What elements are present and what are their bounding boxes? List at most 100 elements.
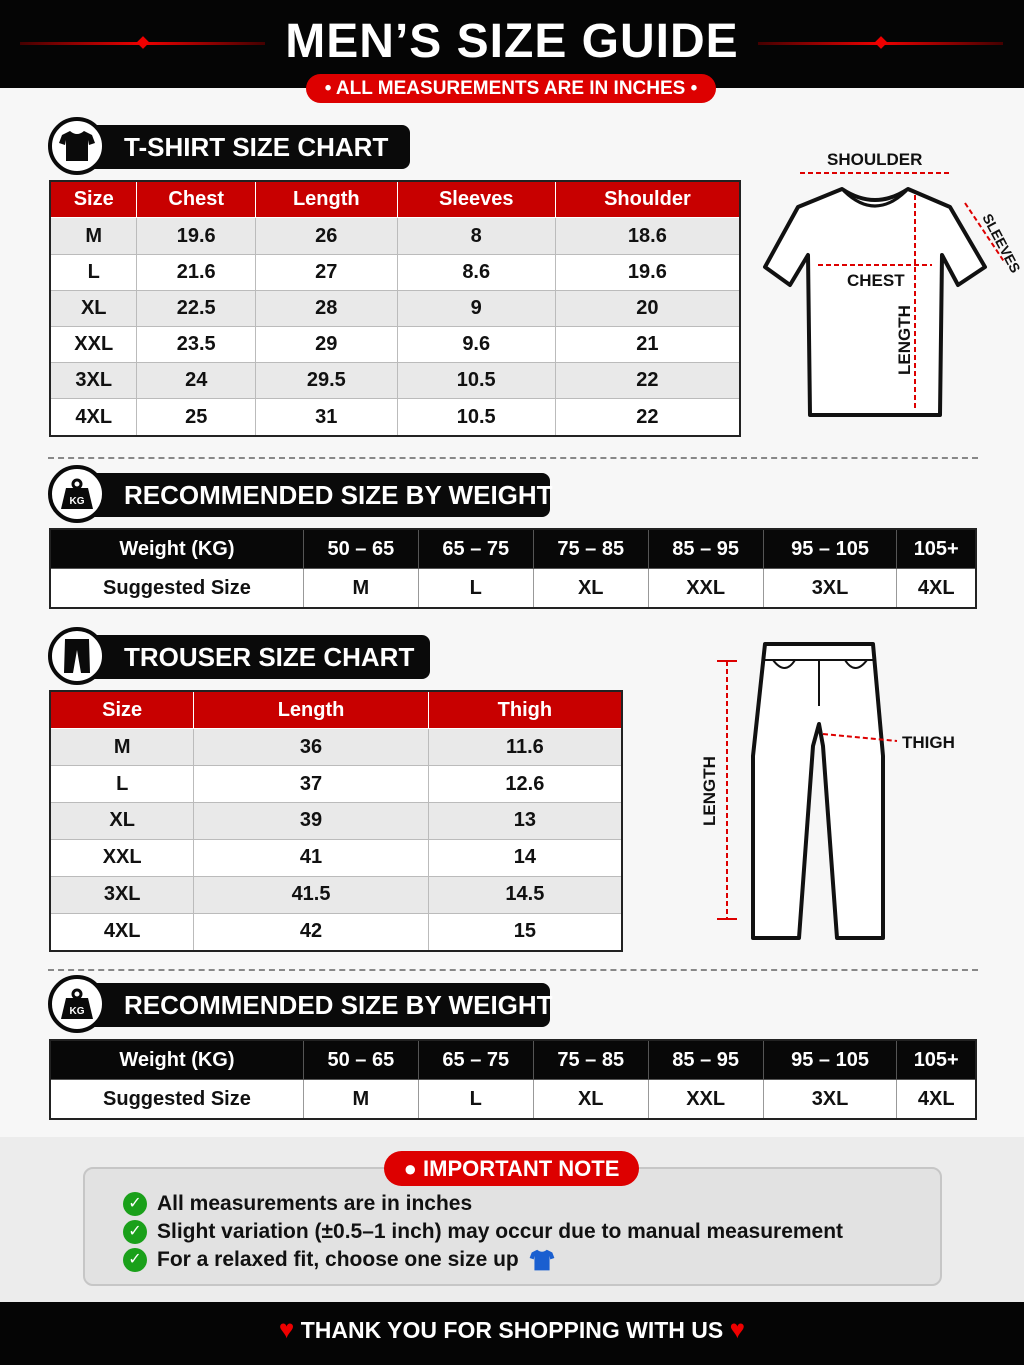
- table-row: 3XL 41.5 14.5: [49, 875, 623, 914]
- table-cell: 29.5: [254, 362, 398, 400]
- table-cell: 95 – 105: [762, 528, 898, 569]
- table-cell: 41: [193, 838, 429, 877]
- table-cell: 4XL: [49, 398, 138, 437]
- table-cell: M: [49, 728, 195, 767]
- column-header: Shoulder: [554, 180, 741, 219]
- section-title: RECOMMENDED SIZE BY WEIGHT: [88, 983, 553, 1027]
- table-cell: 41.5: [193, 875, 429, 914]
- trouser-length-label: LENGTH: [700, 756, 719, 826]
- pin-icon: ●: [403, 1156, 424, 1181]
- table-row: XL 39 13: [49, 802, 623, 840]
- table-cell: 65 – 75: [417, 528, 534, 569]
- table-cell: 21: [554, 326, 741, 364]
- table-cell: XXL: [49, 838, 195, 877]
- table-cell: 10.5: [396, 398, 556, 437]
- svg-text:KG: KG: [70, 496, 85, 507]
- table-row: XXL 23.5 29 9.6 21: [49, 326, 741, 364]
- weight-size-table: Weight (KG) 50 – 65 65 – 75 75 – 85 85 – 95 9…: [49, 528, 977, 609]
- column-header: Length: [193, 690, 429, 730]
- table-cell: L: [49, 253, 138, 291]
- table-cell: Suggested Size: [49, 1079, 304, 1120]
- table-cell: 19.6: [136, 217, 256, 255]
- subtitle-badge: • ALL MEASUREMENTS ARE IN INCHES •: [306, 74, 716, 103]
- shoulder-label: SHOULDER: [827, 150, 922, 169]
- table-cell: 22.5: [136, 289, 256, 328]
- table-cell: 50 – 65: [302, 528, 419, 569]
- table-cell: 14: [427, 838, 623, 877]
- trousers-diagram: LENGTH THIGH: [700, 642, 955, 940]
- footer-text: THANK YOU FOR SHOPPING WITH US: [300, 1317, 724, 1343]
- table-row: Suggested Size M L XL XXL 3XL 4XL: [49, 568, 977, 609]
- check-icon: ✓: [123, 1192, 147, 1216]
- table-cell: 4XL: [896, 568, 977, 609]
- table-row: M 36 11.6: [49, 728, 623, 767]
- table-cell: M: [302, 568, 419, 609]
- table-cell: 26: [254, 217, 398, 255]
- table-row: 4XL 25 31 10.5 22: [49, 398, 741, 437]
- column-header: Size: [49, 180, 138, 219]
- divider: [48, 969, 978, 971]
- table-cell: 23.5: [136, 326, 256, 364]
- table-row: Weight (KG) 50 – 65 65 – 75 75 – 85 85 – 95 9…: [49, 1039, 977, 1080]
- column-header: Thigh: [427, 690, 623, 730]
- table-cell: 25: [136, 398, 256, 437]
- heart-icon: ♥: [278, 1314, 295, 1344]
- table-row: 4XL 42 15: [49, 912, 623, 952]
- note-item: ✓ For a relaxed fit, choose one size up: [123, 1248, 555, 1272]
- table-row: Suggested Size M L XL XXL 3XL 4XL: [49, 1079, 977, 1120]
- table-cell: Suggested Size: [49, 568, 304, 609]
- table-cell: 3XL: [49, 362, 138, 400]
- table-cell: 50 – 65: [302, 1039, 419, 1080]
- table-row: Weight (KG) 50 – 65 65 – 75 75 – 85 85 – 95 9…: [49, 528, 977, 569]
- table-cell: 8.6: [396, 253, 556, 291]
- table-cell: 9.6: [396, 326, 556, 364]
- table-cell: XL: [49, 289, 138, 328]
- table-cell: 21.6: [136, 253, 256, 291]
- table-cell: 29: [254, 326, 398, 364]
- table-cell: 95 – 105: [762, 1039, 898, 1080]
- note-item: ✓ All measurements are in inches: [123, 1192, 472, 1216]
- table-cell: XXL: [647, 1079, 764, 1120]
- weight-section-heading: KG RECOMMENDED SIZE BY WEIGHT: [48, 465, 553, 523]
- svg-text:KG: KG: [70, 1006, 85, 1017]
- table-cell: 10.5: [396, 362, 556, 400]
- table-cell: 85 – 95: [647, 528, 764, 569]
- table-cell: 3XL: [762, 1079, 898, 1120]
- table-cell: Weight (KG): [49, 1039, 304, 1080]
- column-header: Size: [49, 690, 195, 730]
- table-cell: 24: [136, 362, 256, 400]
- table-cell: XL: [532, 568, 649, 609]
- table-cell: 18.6: [554, 217, 741, 255]
- table-cell: 13: [427, 802, 623, 840]
- table-cell: 37: [193, 765, 429, 804]
- table-cell: 3XL: [49, 875, 195, 914]
- table-cell: 75 – 85: [532, 528, 649, 569]
- column-header: Length: [254, 180, 398, 219]
- table-cell: M: [302, 1079, 419, 1120]
- important-note-badge: ● IMPORTANT NOTE: [384, 1151, 639, 1186]
- table-row: L 21.6 27 8.6 19.6: [49, 253, 741, 291]
- table-cell: 4XL: [49, 912, 195, 952]
- table-cell: L: [49, 765, 195, 804]
- trouser-size-table: Size Length Thigh M 36 11.6 L 37 12.6 XL 39 13 XXL 41…: [49, 690, 623, 952]
- section-title: T-SHIRT SIZE CHART: [88, 125, 410, 169]
- table-cell: 20: [554, 289, 741, 328]
- table-cell: XL: [49, 802, 195, 840]
- heart-icon: ♥: [729, 1314, 746, 1344]
- column-header: Sleeves: [396, 180, 556, 219]
- table-cell: XXL: [647, 568, 764, 609]
- table-cell: L: [417, 568, 534, 609]
- section-title: RECOMMENDED SIZE BY WEIGHT: [88, 473, 553, 517]
- table-cell: 22: [554, 398, 741, 437]
- trouser-section-heading: TROUSER SIZE CHART: [48, 627, 430, 685]
- kg-weight-icon: KG: [48, 465, 106, 523]
- page-title: MEN’S SIZE GUIDE: [285, 15, 739, 68]
- weight-size-table: Weight (KG) 50 – 65 65 – 75 75 – 85 85 – 95 9…: [49, 1039, 977, 1120]
- table-row: L 37 12.6: [49, 765, 623, 804]
- table-header-row: Size Chest Length Sleeves Shoulder: [49, 180, 741, 219]
- table-cell: 27: [254, 253, 398, 291]
- divider: [48, 457, 978, 459]
- note-item: ✓ Slight variation (±0.5–1 inch) may occu…: [123, 1220, 843, 1244]
- tshirt-diagram: SHOULDER CHEST LENGTH SLEEVES: [763, 150, 1020, 417]
- table-cell: 15: [427, 912, 623, 952]
